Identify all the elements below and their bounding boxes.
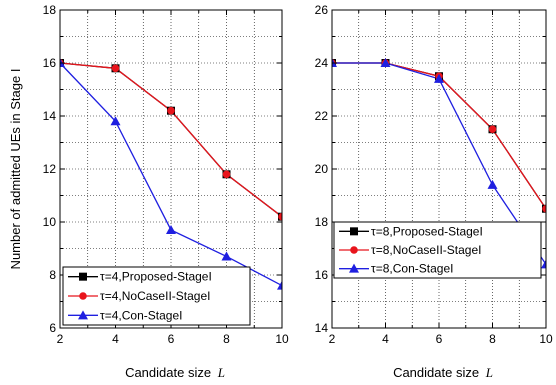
legend-item-3: τ=8,Con-StageI <box>339 262 453 276</box>
series-line-2 <box>332 62 546 210</box>
x-axis-label-text: Candidate size <box>125 365 215 380</box>
y-tick-label: 26 <box>315 3 329 17</box>
legend-marker <box>79 292 87 300</box>
legend-label: τ=8,Con-StageI <box>371 262 453 276</box>
grid <box>60 10 282 328</box>
data-point-3-4 <box>487 179 498 189</box>
data-point-3-3 <box>434 73 444 83</box>
x-tick-label: 2 <box>57 332 64 346</box>
x-tick-label: 2 <box>329 332 336 346</box>
x-tick-label: 6 <box>168 332 175 346</box>
data-point-2-3 <box>167 106 175 115</box>
legend-marker <box>350 246 358 254</box>
x-tick-label: 6 <box>436 332 443 346</box>
data-point-2-4 <box>488 125 497 134</box>
data-point-3-5 <box>277 280 282 290</box>
y-tick-label: 10 <box>43 215 57 229</box>
data-point-3-5 <box>541 259 546 269</box>
legend-label: τ=8,Proposed-StageI <box>371 224 483 238</box>
legend-marker <box>349 263 359 273</box>
legend-label: τ=4,NoCaseII-StageI <box>100 289 210 303</box>
y-tick-label: 16 <box>43 56 57 70</box>
y-tick-label: 16 <box>315 268 329 282</box>
y-tick-label: 14 <box>315 321 329 335</box>
y-tick-label: 22 <box>315 109 329 123</box>
data-point-3-2 <box>110 116 121 126</box>
y-tick-label: 8 <box>49 268 56 282</box>
legend-item-1: τ=8,Proposed-StageI <box>339 224 483 238</box>
y-tick-label: 6 <box>49 321 56 335</box>
series-line-3 <box>60 62 282 287</box>
x-tick-label: 8 <box>223 332 230 346</box>
grid <box>332 10 546 328</box>
data-point-3-4 <box>221 251 232 261</box>
y-axis-label: Number of admitted UEs in Stage I <box>8 69 23 270</box>
x-axis-label-text: Candidate size <box>393 365 483 380</box>
x-tick-label: 10 <box>539 332 553 346</box>
x-axis-label-symbol: L <box>485 365 493 380</box>
series-line-1 <box>332 62 546 210</box>
legend-label: τ=8,NoCaseII-StageI <box>371 243 481 257</box>
legend-item-2: τ=8,NoCaseII-StageI <box>339 243 481 257</box>
data-point-2-2 <box>111 64 120 73</box>
y-tick-label: 24 <box>315 56 329 70</box>
legend-marker <box>78 310 88 320</box>
series-group <box>60 58 282 290</box>
data-point-3-3 <box>166 224 176 234</box>
data-point-2-5 <box>542 204 546 213</box>
legend-item-3: τ=4,Con-StageI <box>68 308 182 322</box>
legend: τ=8,Proposed-StageI τ=8,NoCaseII-StageI τ=… <box>333 221 542 279</box>
x-tick-label: 8 <box>489 332 496 346</box>
x-axis-label: Candidate size L <box>125 365 225 380</box>
chart-panel-1: 2 4 6 8 10 6 8 10 12 14 16 18 Candidate size L Number… <box>8 3 289 380</box>
y-tick-label: 18 <box>315 215 329 229</box>
series-group <box>332 58 546 269</box>
x-tick-label: 4 <box>112 332 119 346</box>
legend-item-2: τ=4,NoCaseII-StageI <box>68 289 210 303</box>
legend-item-1: τ=4,Proposed-StageI <box>68 270 212 284</box>
y-tick-label: 20 <box>315 162 329 176</box>
legend-marker <box>79 272 87 281</box>
x-axis-label: Candidate size L <box>393 365 493 380</box>
y-tick-label: 14 <box>43 109 57 123</box>
y-tick-label: 12 <box>43 162 57 176</box>
x-tick-label: 4 <box>382 332 389 346</box>
legend-label: τ=4,Con-StageI <box>100 308 182 322</box>
data-point-3-2 <box>380 58 391 67</box>
data-point-2-4 <box>222 170 231 179</box>
legend-marker <box>350 227 358 236</box>
y-tick-label: 18 <box>43 3 57 17</box>
x-axis-label-symbol: L <box>217 365 225 380</box>
x-tick-label: 10 <box>275 332 289 346</box>
legend: τ=4,Proposed-StageI τ=4,NoCaseII-StageI τ=… <box>62 266 251 326</box>
legend-label: τ=4,Proposed-StageI <box>100 270 212 284</box>
data-point-2-5 <box>278 212 282 221</box>
